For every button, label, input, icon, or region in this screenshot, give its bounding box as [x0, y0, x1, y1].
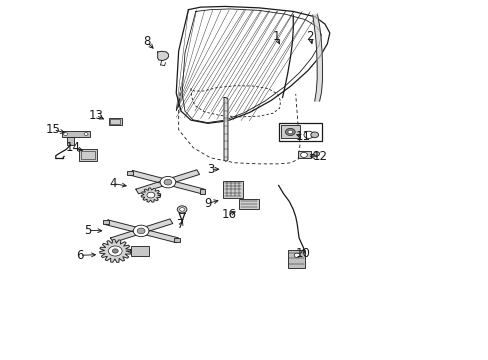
Circle shape [294, 253, 300, 257]
Bar [298, 151, 310, 158]
Bar [238, 199, 259, 210]
Polygon shape [158, 51, 168, 60]
Circle shape [133, 225, 149, 237]
Text: 6: 6 [76, 249, 83, 262]
Circle shape [112, 249, 118, 253]
Bar [79, 149, 97, 161]
Bar [223, 181, 242, 198]
Circle shape [108, 246, 122, 256]
Bar [278, 123, 321, 140]
Circle shape [147, 192, 155, 198]
Text: 12: 12 [312, 150, 327, 163]
Circle shape [177, 206, 186, 213]
Circle shape [300, 152, 307, 157]
Circle shape [313, 152, 319, 156]
Polygon shape [312, 15, 322, 101]
Text: 10: 10 [295, 247, 310, 260]
Bar [103, 220, 109, 225]
Circle shape [84, 133, 88, 135]
Text: 4: 4 [109, 177, 116, 190]
Circle shape [163, 179, 171, 185]
Text: 7: 7 [177, 218, 184, 231]
Bar [127, 171, 133, 175]
Bar [109, 118, 122, 126]
Polygon shape [130, 171, 204, 194]
Circle shape [287, 130, 292, 134]
Text: 16: 16 [221, 208, 236, 221]
Polygon shape [224, 98, 227, 161]
Text: 1: 1 [272, 30, 279, 43]
Text: 11: 11 [295, 130, 310, 144]
Text: 2: 2 [306, 30, 313, 43]
Circle shape [310, 132, 318, 138]
Circle shape [137, 228, 145, 234]
Text: 14: 14 [65, 141, 80, 154]
Text: 15: 15 [46, 123, 61, 136]
Polygon shape [100, 239, 131, 262]
Bar [66, 137, 74, 145]
Bar [110, 119, 120, 125]
Bar [280, 126, 300, 138]
Circle shape [285, 129, 295, 135]
Bar [288, 250, 305, 268]
Polygon shape [110, 219, 172, 243]
Text: 8: 8 [143, 35, 150, 49]
Polygon shape [136, 170, 199, 194]
Bar [81, 150, 95, 159]
Circle shape [63, 133, 67, 135]
Bar [131, 246, 149, 256]
Text: 13: 13 [88, 109, 103, 122]
Polygon shape [106, 220, 178, 243]
Circle shape [179, 208, 184, 211]
Text: 5: 5 [83, 224, 91, 237]
Bar [174, 238, 180, 242]
Text: 9: 9 [204, 197, 211, 210]
Circle shape [160, 176, 175, 188]
Bar [61, 131, 90, 137]
Text: 3: 3 [206, 163, 214, 176]
Polygon shape [141, 188, 160, 202]
Bar [199, 189, 205, 194]
